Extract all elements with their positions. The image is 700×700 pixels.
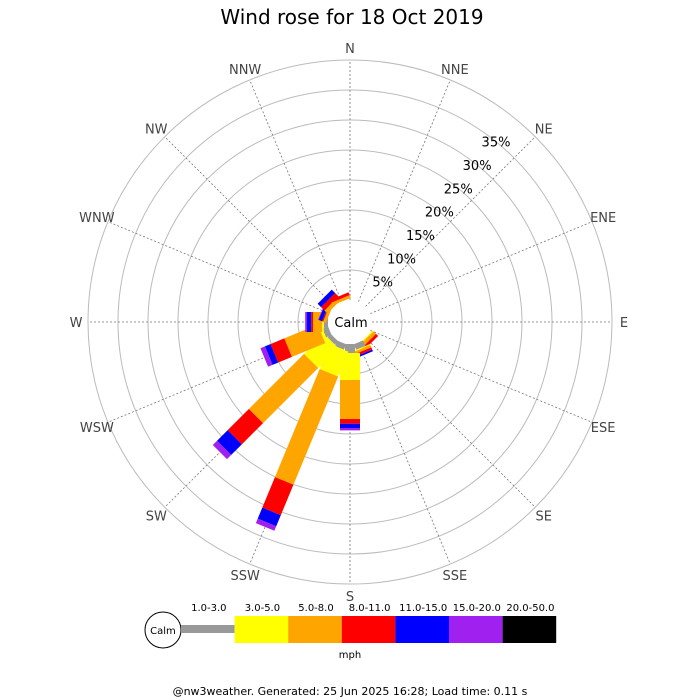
bar-w-bin-5 [307, 312, 312, 332]
direction-label-s: S [346, 590, 354, 605]
legend-swatch-3 [288, 616, 342, 643]
bar-nnw-bin-3 [331, 295, 351, 306]
spoke-nnw [249, 79, 342, 302]
spoke-nne [358, 79, 451, 302]
bar-s-bin-1 [345, 344, 355, 353]
legend-swatch-1 [181, 625, 235, 633]
bar-sse-bin-3 [351, 345, 372, 356]
bar-s-bin-5 [340, 423, 360, 428]
bar-w-bin-4 [311, 312, 313, 332]
spoke-wnw [107, 221, 330, 314]
direction-label-n: N [345, 42, 355, 57]
direction-label-wsw: WSW [80, 421, 114, 436]
ring-label-5: 5% [372, 276, 393, 291]
direction-label-ene: ENE [590, 211, 616, 226]
chart-title: Wind rose for 18 Oct 2019 [220, 5, 483, 29]
direction-label-ne: NE [535, 122, 553, 137]
bar-wsw-bin-3 [284, 324, 326, 357]
direction-label-nw: NW [145, 122, 168, 137]
footer-text: @nw3weather. Generated: 25 Jun 2025 16:2… [173, 685, 528, 698]
bar-sw-bin-5 [217, 430, 242, 455]
direction-label-e: E [620, 316, 628, 331]
legend-label-3: 5.0-8.0 [298, 603, 333, 614]
direction-label-w: W [70, 316, 83, 331]
calm-label: Calm [334, 316, 367, 331]
direction-label-ese: ESE [591, 421, 616, 436]
bar-s-bin-6 [340, 428, 360, 431]
direction-label-sw: SW [146, 510, 167, 525]
direction-label-se: SE [536, 510, 552, 525]
bar-wsw-bin-4 [270, 338, 292, 363]
ring-label-10: 10% [387, 252, 416, 267]
legend-unit: mph [339, 650, 361, 661]
direction-label-sse: SSE [442, 569, 467, 584]
direction-label-nnw: NNW [229, 63, 261, 78]
wind-bars [212, 289, 379, 531]
bar-sw-bin-3 [248, 353, 319, 424]
legend-swatch-7 [502, 616, 557, 643]
spoke-nw [164, 136, 335, 307]
ring-40 [87, 59, 613, 585]
bar-sse-bin-1 [353, 340, 366, 350]
spoke-ne [365, 136, 536, 307]
bar-nw-bin-4 [321, 293, 339, 311]
legend-label-7: 20.0-50.0 [506, 603, 554, 614]
direction-label-wnw: WNW [79, 211, 115, 226]
bar-ssw-bin-1 [334, 340, 347, 350]
bar-sw-bin-4 [227, 408, 264, 445]
calm-circle: Calm [328, 300, 372, 344]
direction-labels: N NNE NE ENE E ESE SE SSE S SSW SW WSW W WNW NW NNW [70, 42, 629, 605]
direction-label-nne: NNE [441, 63, 469, 78]
bar-s-bin-3 [340, 380, 360, 419]
bar-sw-bin-6 [212, 440, 232, 460]
ring-labels: 5% 10% 15% 20% 25% 30% 35% [372, 136, 510, 291]
legend-swatch-6 [449, 616, 503, 643]
legend-label-1: 1.0-3.0 [191, 603, 226, 614]
bar-ssw-bin-3 [274, 368, 339, 485]
ring-label-30: 30% [463, 159, 492, 174]
bar-sse-bin-2 [351, 344, 371, 353]
spoke-sse [358, 342, 451, 565]
bar-wsw-bin-1 [322, 325, 332, 338]
direction-spokes [88, 60, 612, 584]
direction-label-ssw: SSW [230, 569, 260, 584]
ring-label-35: 35% [482, 136, 511, 151]
legend-calm-label: Calm [150, 626, 176, 637]
legend-label-4: 8.0-11.0 [349, 603, 391, 614]
legend-swatch-2 [234, 616, 289, 643]
legend-swatch-5 [395, 616, 449, 643]
bar-wsw-bin-6 [260, 346, 273, 367]
bar-w-bin-6 [305, 312, 307, 332]
legend-label-2: 3.0-5.0 [245, 603, 280, 614]
bar-nw-bin-5 [317, 289, 336, 308]
bar-wsw-bin-5 [264, 344, 279, 365]
spoke-ese [370, 330, 593, 423]
legend-swatch-4 [341, 616, 396, 643]
bar-ssw-bin-4 [262, 477, 294, 516]
ring-label-25: 25% [444, 182, 473, 197]
legend-label-5: 11.0-15.0 [399, 603, 447, 614]
ring-label-20: 20% [425, 206, 454, 221]
bar-ssw-bin-6 [255, 518, 277, 531]
bar-ssw-bin-5 [257, 507, 281, 527]
ring-label-15: 15% [406, 229, 435, 244]
spoke-ene [370, 221, 593, 314]
speed-legend: Calm 1.0-3.0 3.0-5.0 5.0-8.0 8.0-11.0 11.0-1… [144, 603, 557, 661]
legend-label-6: 15.0-20.0 [453, 603, 501, 614]
bar-sw-bin-2 [304, 333, 339, 368]
spoke-se [365, 337, 536, 508]
bar-nnw-bin-4 [330, 292, 350, 303]
bar-s-bin-4 [340, 419, 360, 424]
bar-sw-bin-1 [327, 334, 338, 345]
